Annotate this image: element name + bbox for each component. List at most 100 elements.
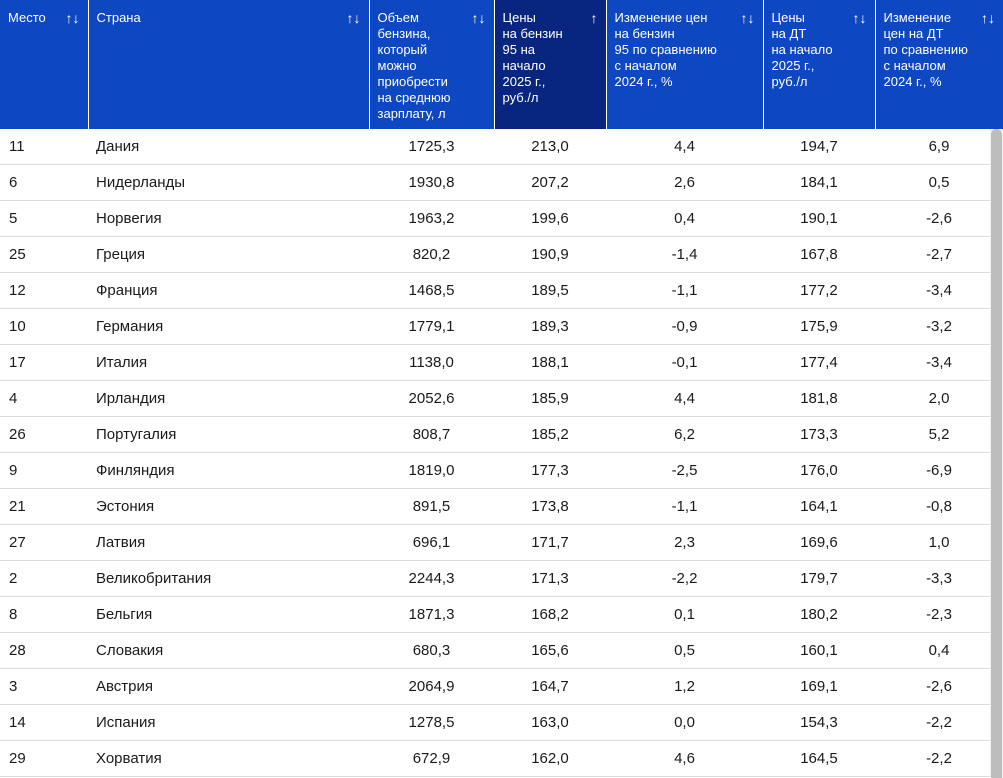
change-diesel-cell: -3,2 [875,308,1003,345]
country-cell: Греция [88,236,369,273]
volume-cell: 2064,9 [369,668,494,705]
sort-both-icon[interactable]: ↑↓ [346,10,361,26]
place-cell: 10 [0,308,88,345]
sort-both-icon[interactable]: ↑↓ [65,10,80,26]
price-95-cell: 163,0 [494,704,606,741]
volume-cell: 808,7 [369,416,494,453]
change-diesel-cell: 1,0 [875,524,1003,561]
price-95-cell: 189,3 [494,308,606,345]
place-cell: 12 [0,272,88,309]
table-row: 12 Франция 1468,5 189,5 -1,1 177,2 -3,4 [0,272,1003,309]
place-cell: 27 [0,524,88,561]
place-cell: 26 [0,416,88,453]
change-95-cell: 1,2 [606,668,763,705]
change-diesel-cell: -3,3 [875,560,1003,597]
price-95-cell: 207,2 [494,164,606,201]
vertical-scrollbar[interactable] [990,129,1003,778]
column-label: Объем бензина, который можно приобрести … [377,10,451,121]
table-header: Место ↑↓ Страна ↑↓ Объем бензина, которы… [0,0,1003,129]
scrollbar-thumb[interactable] [991,129,1002,778]
price-95-cell: 162,0 [494,740,606,777]
price-95-cell: 171,3 [494,560,606,597]
change-95-cell: -1,4 [606,236,763,273]
place-cell: 11 [0,129,88,165]
price-95-cell: 185,9 [494,380,606,417]
price-95-cell: 199,6 [494,200,606,237]
price-diesel-cell: 194,7 [763,129,875,165]
change-95-cell: -2,5 [606,452,763,489]
place-cell: 2 [0,560,88,597]
price-95-cell: 164,7 [494,668,606,705]
column-header-change-95[interactable]: Изменение цен на бензин 95 по сравнению … [606,0,764,129]
price-95-cell: 189,5 [494,272,606,309]
volume-cell: 1930,8 [369,164,494,201]
change-95-cell: 2,6 [606,164,763,201]
change-95-cell: 0,0 [606,704,763,741]
column-label: Цены на ДТ на начало 2025 г., руб./л [771,10,833,89]
price-95-cell: 173,8 [494,488,606,525]
column-header-volume[interactable]: Объем бензина, который можно приобрести … [369,0,495,129]
sort-ascending-icon[interactable]: ↑ [590,10,598,26]
change-diesel-cell: 0,4 [875,632,1003,669]
change-95-cell: -1,1 [606,272,763,309]
price-diesel-cell: 177,4 [763,344,875,381]
volume-cell: 2052,6 [369,380,494,417]
price-diesel-cell: 175,9 [763,308,875,345]
sort-both-icon[interactable]: ↑↓ [471,10,486,26]
place-cell: 28 [0,632,88,669]
change-95-cell: -0,9 [606,308,763,345]
table-row: 26 Португалия 808,7 185,2 6,2 173,3 5,2 [0,416,1003,453]
table-row: 28 Словакия 680,3 165,6 0,5 160,1 0,4 [0,632,1003,669]
volume-cell: 1138,0 [369,344,494,381]
volume-cell: 1871,3 [369,596,494,633]
volume-cell: 820,2 [369,236,494,273]
price-diesel-cell: 190,1 [763,200,875,237]
change-95-cell: 0,4 [606,200,763,237]
change-95-cell: -1,1 [606,488,763,525]
column-header-country[interactable]: Страна ↑↓ [88,0,370,129]
change-diesel-cell: -3,4 [875,344,1003,381]
place-cell: 5 [0,200,88,237]
change-diesel-cell: -2,6 [875,200,1003,237]
change-diesel-cell: 6,9 [875,129,1003,165]
table-row: 10 Германия 1779,1 189,3 -0,9 175,9 -3,2 [0,308,1003,345]
price-95-cell: 168,2 [494,596,606,633]
country-cell: Ирландия [88,380,369,417]
country-cell: Финляндия [88,452,369,489]
change-95-cell: -2,2 [606,560,763,597]
change-diesel-cell: -2,2 [875,740,1003,777]
sort-both-icon[interactable]: ↑↓ [981,10,995,26]
table-row: 17 Италия 1138,0 188,1 -0,1 177,4 -3,4 [0,344,1003,381]
column-header-change-diesel[interactable]: Изменение цен на ДТ по сравнению с начал… [875,0,1003,129]
price-diesel-cell: 176,0 [763,452,875,489]
sort-both-icon[interactable]: ↑↓ [740,10,755,26]
place-cell: 9 [0,452,88,489]
price-95-cell: 188,1 [494,344,606,381]
change-95-cell: 6,2 [606,416,763,453]
change-95-cell: 2,3 [606,524,763,561]
volume-cell: 1779,1 [369,308,494,345]
country-cell: Австрия [88,668,369,705]
column-header-price-diesel[interactable]: Цены на ДТ на начало 2025 г., руб./л ↑↓ [763,0,876,129]
change-diesel-cell: 5,2 [875,416,1003,453]
column-header-price-95[interactable]: Цены на бензин 95 на начало 2025 г., руб… [494,0,607,129]
country-cell: Дания [88,129,369,165]
table-row: 11 Дания 1725,3 213,0 4,4 194,7 6,9 [0,129,1003,165]
change-diesel-cell: -2,6 [875,668,1003,705]
change-95-cell: 0,5 [606,632,763,669]
place-cell: 8 [0,596,88,633]
change-diesel-cell: 0,5 [875,164,1003,201]
sort-both-icon[interactable]: ↑↓ [852,10,867,26]
change-95-cell: -0,1 [606,344,763,381]
volume-cell: 2244,3 [369,560,494,597]
change-95-cell: 0,1 [606,596,763,633]
table-row: 27 Латвия 696,1 171,7 2,3 169,6 1,0 [0,524,1003,561]
header-row: Место ↑↓ Страна ↑↓ Объем бензина, которы… [0,0,1003,129]
country-cell: Бельгия [88,596,369,633]
column-header-place[interactable]: Место ↑↓ [0,0,89,129]
price-95-cell: 171,7 [494,524,606,561]
place-cell: 21 [0,488,88,525]
price-diesel-cell: 181,8 [763,380,875,417]
table-row: 3 Австрия 2064,9 164,7 1,2 169,1 -2,6 [0,668,1003,705]
